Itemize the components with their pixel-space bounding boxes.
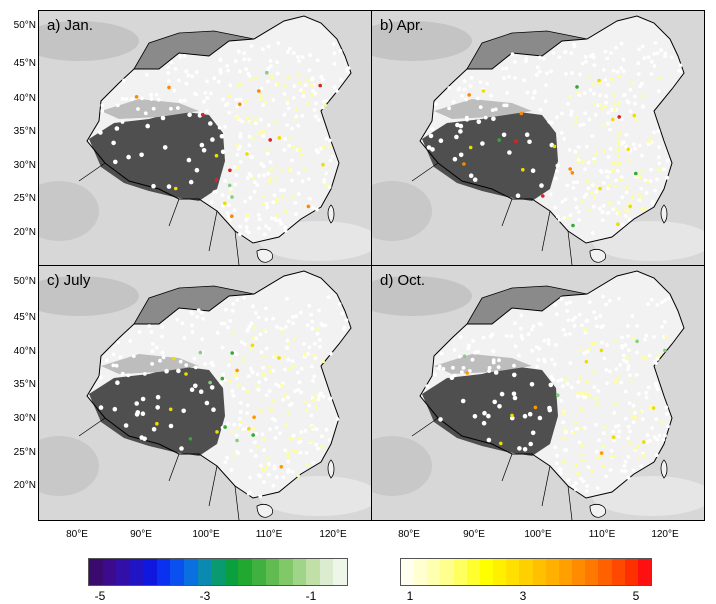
colorbar-swatch <box>89 559 103 585</box>
lat-label: 30°N <box>13 160 36 171</box>
colorbar-label: -1 <box>305 589 317 603</box>
colorbar-swatch <box>265 559 280 585</box>
lat-label: 50°N <box>13 20 36 31</box>
map-panel-oct: d) Oct. <box>371 265 705 521</box>
colorbar-swatch <box>532 559 546 585</box>
colorbar-swatch <box>333 559 347 585</box>
lon-label: 120°E <box>319 529 347 540</box>
lon-label: 120°E <box>651 529 679 540</box>
colorbar-positive <box>400 558 652 586</box>
lat-label: 45°N <box>13 58 36 69</box>
lon-label: 100°E <box>524 529 552 540</box>
colorbar-swatch <box>585 559 599 585</box>
lat-label: 35°N <box>13 126 36 137</box>
lat-label: 35°N <box>13 379 36 390</box>
lon-label: 80°E <box>66 529 88 540</box>
panel-title-jul: c) July <box>47 272 91 289</box>
colorbar-swatch <box>129 559 144 585</box>
lat-label: 25°N <box>13 193 36 204</box>
colorbar-swatch <box>156 559 171 585</box>
map-panel-jul: c) July <box>38 265 372 521</box>
colorbar-swatch <box>427 559 441 585</box>
colorbar-swatch <box>414 559 428 585</box>
map-jan <box>39 11 371 265</box>
colorbar-swatch <box>479 559 494 585</box>
colorbar-swatch <box>251 559 266 585</box>
colorbar-swatch <box>292 559 307 585</box>
map-oct <box>372 266 704 520</box>
panel-title-oct: d) Oct. <box>380 272 426 289</box>
colorbar-swatch <box>506 559 520 585</box>
colorbar-swatch <box>519 559 533 585</box>
lon-label: 110°E <box>255 529 283 540</box>
lon-label: 90°E <box>130 529 152 540</box>
colorbar-swatch <box>279 559 293 585</box>
colorbar-swatch <box>197 559 212 585</box>
lat-label: 20°N <box>13 480 36 491</box>
colorbar-swatch <box>224 559 239 585</box>
colorbar-swatch <box>184 559 198 585</box>
colorbar-swatch <box>116 559 130 585</box>
colorbar-swatch <box>170 559 185 585</box>
colorbar-swatch <box>238 559 252 585</box>
lon-label: 90°E <box>463 529 485 540</box>
lat-label: 30°N <box>13 413 36 424</box>
colorbar-swatch <box>211 559 225 585</box>
colorbar-swatch <box>572 559 586 585</box>
lat-label: 20°N <box>13 227 36 238</box>
map-panel-apr: b) Apr. <box>371 10 705 266</box>
colorbar-swatch <box>637 559 651 585</box>
colorbar-swatch <box>466 559 480 585</box>
colorbar-swatch <box>624 559 638 585</box>
colorbar-swatch <box>401 559 415 585</box>
lat-label: 25°N <box>13 447 36 458</box>
colorbar-label: 3 <box>519 589 527 603</box>
colorbar-swatch <box>545 559 559 585</box>
colorbar-swatch <box>493 559 507 585</box>
colorbar-negative <box>88 558 348 586</box>
colorbar-swatch <box>453 559 467 585</box>
colorbar-swatch <box>558 559 573 585</box>
colorbar-swatch <box>306 559 320 585</box>
panel-title-jan: a) Jan. <box>47 17 93 34</box>
lat-label: 45°N <box>13 312 36 323</box>
colorbar-label: -5 <box>94 589 106 603</box>
colorbar-label: 1 <box>406 589 414 603</box>
colorbar-swatch <box>102 559 117 585</box>
colorbar-label: -3 <box>199 589 211 603</box>
lat-label: 40°N <box>13 346 36 357</box>
map-jul <box>39 266 371 520</box>
map-panel-jan: a) Jan. <box>38 10 372 266</box>
colorbar-label: 5 <box>632 589 640 603</box>
colorbar-swatch <box>440 559 454 585</box>
lon-label: 110°E <box>588 529 616 540</box>
colorbar-swatch <box>143 559 157 585</box>
colorbar-swatch <box>611 559 625 585</box>
colorbar-swatch <box>598 559 612 585</box>
lat-label: 40°N <box>13 93 36 104</box>
lon-label: 80°E <box>398 529 420 540</box>
lon-label: 100°E <box>192 529 220 540</box>
lat-label: 50°N <box>13 276 36 287</box>
panel-title-apr: b) Apr. <box>380 17 424 34</box>
colorbar-swatch <box>319 559 334 585</box>
map-apr <box>372 11 704 265</box>
